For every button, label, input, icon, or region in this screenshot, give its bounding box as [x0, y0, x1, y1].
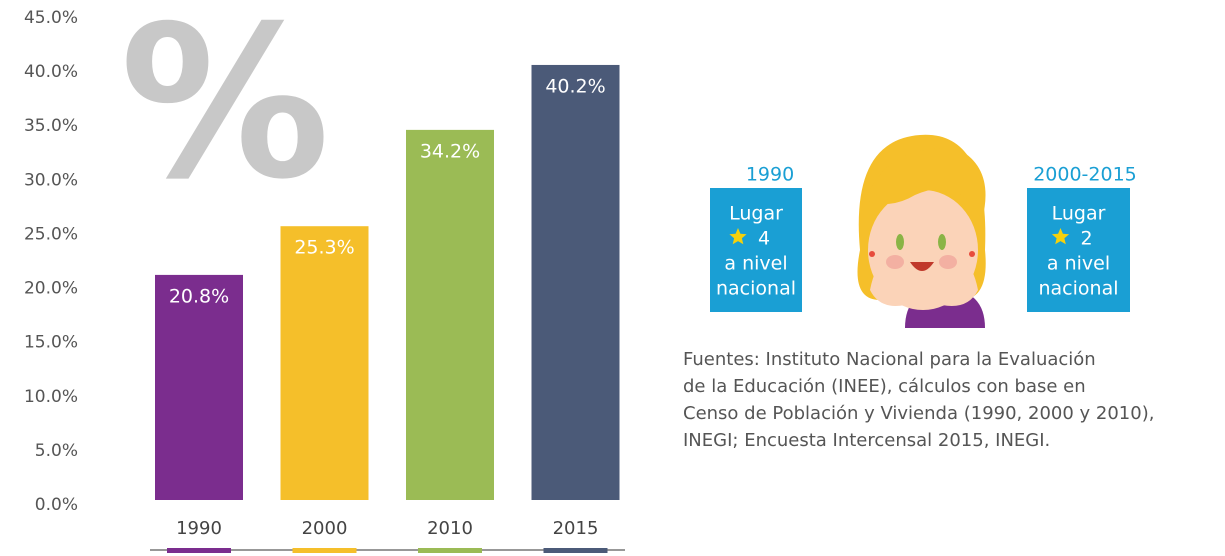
- y-tick-label: 30.0%: [24, 170, 78, 190]
- value-label: 20.8%: [169, 285, 229, 307]
- bar: [406, 130, 494, 500]
- category-swatch: [167, 548, 231, 553]
- y-tick-label: 10.0%: [24, 387, 78, 407]
- ranking-line: 2: [1081, 228, 1093, 250]
- y-tick-label: 40.0%: [24, 62, 78, 82]
- x-tick-label: 2000: [302, 518, 348, 539]
- x-tick-label: 2015: [553, 518, 599, 539]
- value-label: 34.2%: [420, 140, 480, 162]
- ranking-line: 4: [758, 228, 770, 250]
- bar: [281, 226, 369, 500]
- ranking-line: nacional: [1039, 278, 1119, 300]
- bar: [532, 65, 620, 500]
- ranking-line: Lugar: [1052, 203, 1106, 225]
- y-tick-label: 25.0%: [24, 224, 78, 244]
- infographic: % 1990 Lugar 4 a nivel nacional 2000-2015 Luga…: [0, 0, 1225, 556]
- ranking-period: 2000-2015: [1033, 164, 1137, 186]
- source-line: Censo de Población y Vivienda (1990, 200…: [683, 403, 1154, 424]
- source-line: INEGI; Encuesta Intercensal 2015, INEGI.: [683, 430, 1050, 451]
- y-tick-label: 20.0%: [24, 279, 78, 299]
- watermark: %: [120, 0, 330, 226]
- category-swatch: [293, 548, 357, 553]
- ranking-line: a nivel: [1047, 253, 1110, 275]
- category-swatch: [418, 548, 482, 553]
- ranking-line: a nivel: [724, 253, 787, 275]
- y-tick-label: 35.0%: [24, 116, 78, 136]
- source-line: Fuentes: Instituto Nacional para la Eval…: [683, 349, 1096, 370]
- bar: [155, 275, 243, 500]
- value-label: 40.2%: [545, 75, 605, 97]
- ranking-line: Lugar: [729, 203, 783, 225]
- y-tick-label: 45.0%: [24, 8, 78, 28]
- sources: Fuentes: Instituto Nacional para la Eval…: [683, 349, 1154, 451]
- y-tick-label: 0.0%: [35, 495, 78, 515]
- source-line: de la Educación (INEE), cálculos con bas…: [683, 376, 1086, 397]
- category-swatch: [544, 548, 608, 553]
- x-tick-label: 1990: [176, 518, 222, 539]
- illustration: [858, 135, 986, 328]
- x-tick-label: 2010: [427, 518, 473, 539]
- y-tick-label: 5.0%: [35, 441, 78, 461]
- ranking-period: 1990: [746, 164, 794, 186]
- y-tick-label: 15.0%: [24, 333, 78, 353]
- value-label: 25.3%: [294, 237, 354, 259]
- ranking-line: nacional: [716, 278, 796, 300]
